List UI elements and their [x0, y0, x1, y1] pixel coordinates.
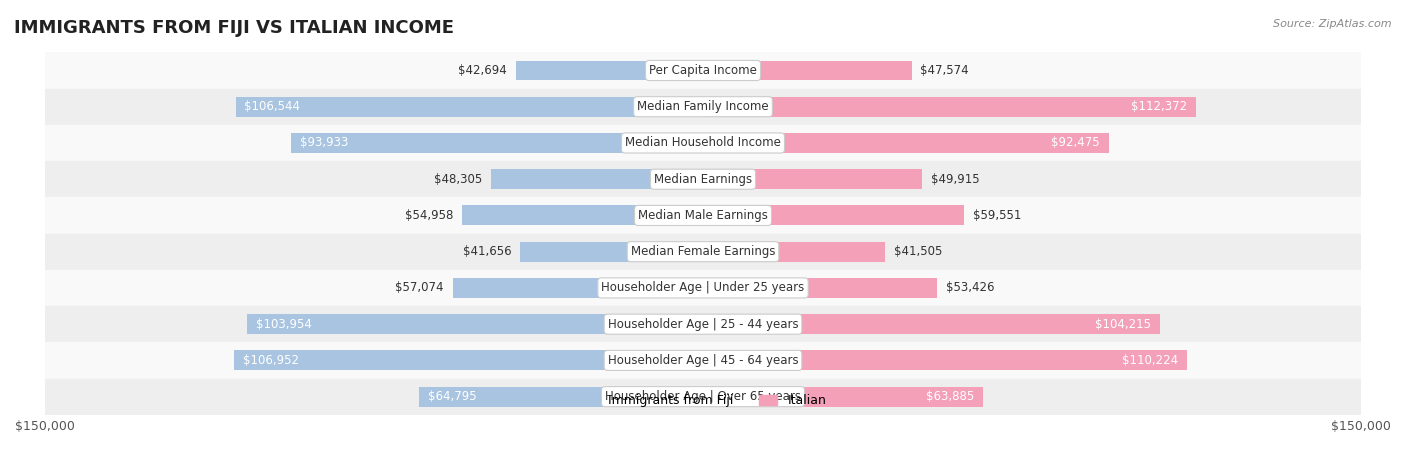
Bar: [703, 242, 886, 262]
Text: Median Earnings: Median Earnings: [654, 173, 752, 186]
Bar: [45, 198, 1361, 234]
Bar: [291, 133, 703, 153]
Bar: [703, 350, 1187, 370]
Bar: [703, 314, 1160, 334]
Bar: [45, 52, 1361, 89]
Text: $103,954: $103,954: [256, 318, 312, 331]
Text: $63,885: $63,885: [927, 390, 974, 403]
Bar: [703, 205, 965, 226]
Text: Per Capita Income: Per Capita Income: [650, 64, 756, 77]
Bar: [516, 61, 703, 80]
Text: Median Female Earnings: Median Female Earnings: [631, 245, 775, 258]
Text: IMMIGRANTS FROM FIJI VS ITALIAN INCOME: IMMIGRANTS FROM FIJI VS ITALIAN INCOME: [14, 19, 454, 37]
Text: $93,933: $93,933: [299, 136, 349, 149]
Text: $112,372: $112,372: [1130, 100, 1187, 113]
Text: $54,958: $54,958: [405, 209, 453, 222]
Bar: [703, 387, 983, 407]
Text: $41,656: $41,656: [463, 245, 512, 258]
Text: $47,574: $47,574: [921, 64, 969, 77]
Text: $104,215: $104,215: [1095, 318, 1152, 331]
Bar: [45, 306, 1361, 342]
Bar: [703, 97, 1197, 117]
Text: Median Male Earnings: Median Male Earnings: [638, 209, 768, 222]
Text: $106,952: $106,952: [243, 354, 298, 367]
Bar: [233, 350, 703, 370]
Text: $59,551: $59,551: [973, 209, 1021, 222]
Text: Source: ZipAtlas.com: Source: ZipAtlas.com: [1274, 19, 1392, 28]
Text: $64,795: $64,795: [427, 390, 477, 403]
Legend: Immigrants from Fiji, Italian: Immigrants from Fiji, Italian: [575, 389, 831, 412]
Bar: [463, 205, 703, 226]
Bar: [247, 314, 703, 334]
Text: Householder Age | 45 - 64 years: Householder Age | 45 - 64 years: [607, 354, 799, 367]
Bar: [419, 387, 703, 407]
Text: $49,915: $49,915: [931, 173, 980, 186]
Bar: [236, 97, 703, 117]
Text: $110,224: $110,224: [1122, 354, 1178, 367]
Bar: [45, 161, 1361, 198]
Bar: [45, 125, 1361, 161]
Bar: [45, 234, 1361, 270]
Bar: [45, 89, 1361, 125]
Bar: [703, 133, 1109, 153]
Bar: [453, 278, 703, 298]
Bar: [45, 270, 1361, 306]
Bar: [703, 169, 922, 189]
Text: $57,074: $57,074: [395, 282, 444, 294]
Text: $42,694: $42,694: [458, 64, 508, 77]
Text: $41,505: $41,505: [894, 245, 942, 258]
Text: Householder Age | Under 25 years: Householder Age | Under 25 years: [602, 282, 804, 294]
Text: $53,426: $53,426: [946, 282, 994, 294]
Text: $106,544: $106,544: [245, 100, 301, 113]
Bar: [703, 278, 938, 298]
Bar: [491, 169, 703, 189]
Text: $48,305: $48,305: [434, 173, 482, 186]
Text: Householder Age | 25 - 44 years: Householder Age | 25 - 44 years: [607, 318, 799, 331]
Bar: [520, 242, 703, 262]
Text: Median Family Income: Median Family Income: [637, 100, 769, 113]
Text: $92,475: $92,475: [1052, 136, 1099, 149]
Text: Median Household Income: Median Household Income: [626, 136, 780, 149]
Bar: [703, 61, 911, 80]
Bar: [45, 379, 1361, 415]
Text: Householder Age | Over 65 years: Householder Age | Over 65 years: [605, 390, 801, 403]
Bar: [45, 342, 1361, 379]
